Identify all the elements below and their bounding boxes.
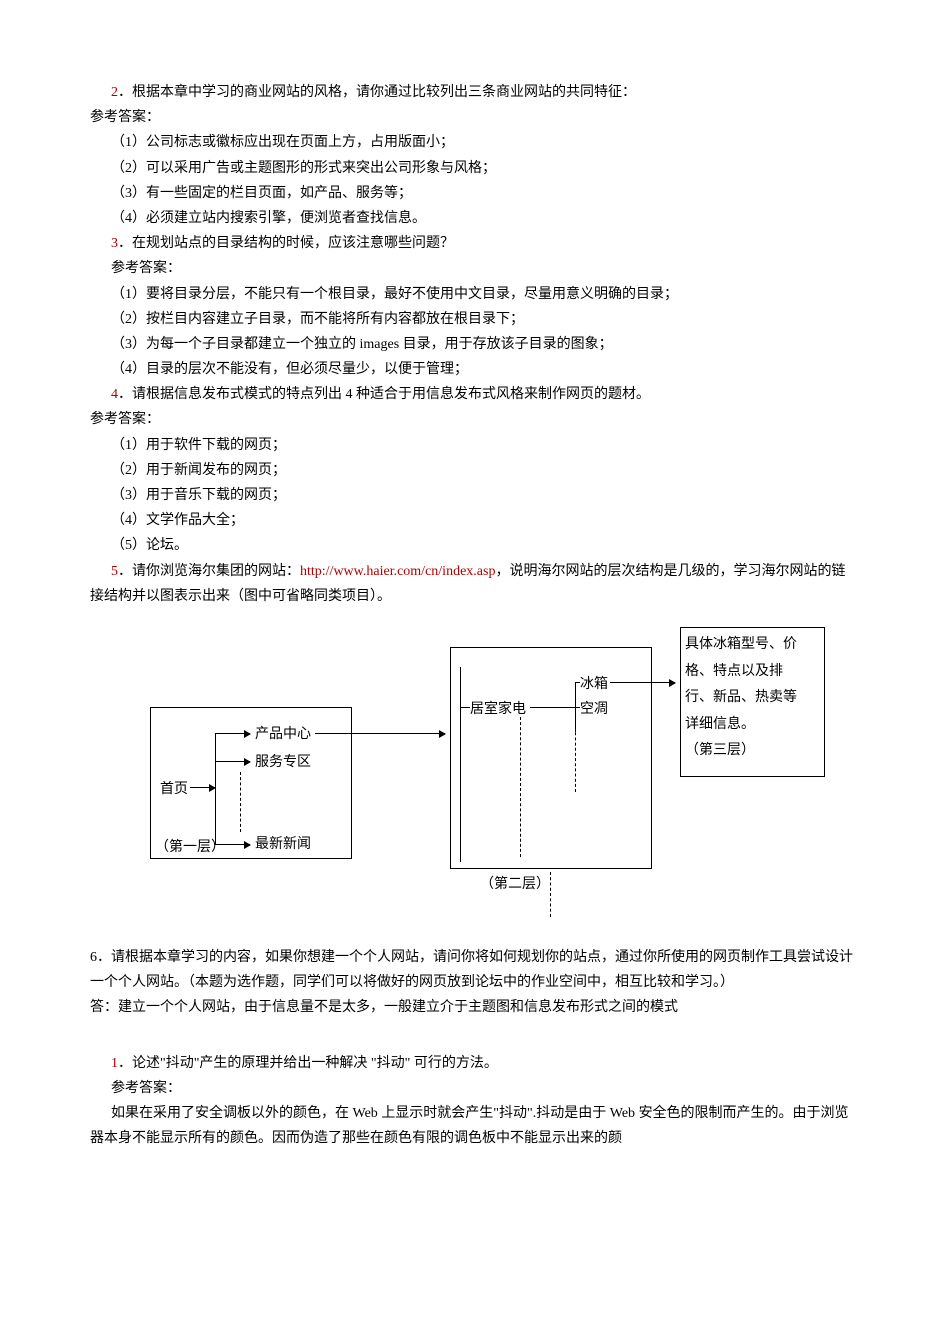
news-label: 最新新闻 <box>255 832 311 857</box>
haier-diagram: 具体冰箱型号、价 格、特点以及排 行、新品、热卖等 详细信息。 （第三层） 首页… <box>150 627 800 927</box>
fridge-label: 冰箱 <box>580 672 608 697</box>
q3-item: （3）为每一个子目录都建立一个独立的 images 目录，用于存放该子目录的图象… <box>90 332 855 357</box>
q6-ans: 答：建立一个个人网站，由于信息量不是太多，一般建立介于主题图和信息发布形式之间的… <box>90 995 855 1020</box>
q3-title: 3．在规划站点的目录结构的时候，应该注意哪些问题？ <box>90 231 855 256</box>
q3-ans-label: 参考答案： <box>90 256 855 281</box>
arrow <box>215 844 250 845</box>
dash <box>575 722 576 792</box>
arrow <box>215 733 250 734</box>
q2-item: （2）可以采用广告或主题图形的形式来突出公司形象与风格； <box>90 156 855 181</box>
ac-label: 空凋 <box>580 697 608 722</box>
q4-item: （3）用于音乐下载的网页； <box>90 483 855 508</box>
dash <box>520 717 521 857</box>
hline <box>460 707 470 708</box>
q3-item: （4）目录的层次不能没有，但必须尽量少，以便于管理； <box>90 357 855 382</box>
q1b-title: 1．论述"抖动"产生的原理并给出一种解决 "抖动" 可行的方法。 <box>90 1051 855 1076</box>
q2-ans-label: 参考答案： <box>90 105 855 130</box>
q4-title: 4．请根据信息发布式模式的特点列出 4 种适合于用信息发布式风格来制作网页的题材… <box>90 382 855 407</box>
q3-item: （1）要将目录分层，不能只有一个根目录，最好不使用中文目录，尽量用意义明确的目录… <box>90 282 855 307</box>
q2-item: （4）必须建立站内搜索引擎，便浏览者查找信息。 <box>90 206 855 231</box>
q1b-ans-label: 参考答案： <box>90 1076 855 1101</box>
arrow <box>610 682 675 683</box>
arrow <box>190 787 215 788</box>
dash <box>240 772 241 832</box>
layer3-box: 具体冰箱型号、价 格、特点以及排 行、新品、热卖等 详细信息。 （第三层） <box>680 627 825 777</box>
q4-item: （2）用于新闻发布的网页； <box>90 458 855 483</box>
q3-item: （2）按栏目内容建立子目录，而不能将所有内容都放在根目录下； <box>90 307 855 332</box>
arrow <box>215 761 250 762</box>
vline <box>215 733 216 845</box>
layer2-box <box>450 647 652 869</box>
q2-item: （1）公司标志或徽标应出现在页面上方，占用版面小； <box>90 130 855 155</box>
q4-item: （5）论坛。 <box>90 533 855 558</box>
hline <box>575 707 580 708</box>
q5-title: 5．请你浏览海尔集团的网站：http://www.haier.com/cn/in… <box>90 559 855 609</box>
arrow <box>315 733 445 734</box>
hline <box>575 682 580 683</box>
room-label: 居室家电 <box>470 697 526 722</box>
hline <box>530 707 575 708</box>
q1b-body: 如果在采用了安全调板以外的颜色，在 Web 上显示时就会产生"抖动".抖动是由于… <box>90 1101 855 1151</box>
prod-label: 产品中心 <box>255 722 311 747</box>
q4-item: （4）文学作品大全； <box>90 508 855 533</box>
serv-label: 服务专区 <box>255 750 311 775</box>
q4-item: （1）用于软件下载的网页； <box>90 433 855 458</box>
q4-ans-label: 参考答案： <box>90 407 855 432</box>
vline <box>460 667 461 862</box>
q2-item: （3）有一些固定的栏目页面，如产品、服务等； <box>90 181 855 206</box>
layer2-label: （第二层） <box>480 872 550 897</box>
q2-title: 2．根据本章中学习的商业网站的风格，请你通过比较列出三条商业网站的共同特征： <box>90 80 855 105</box>
dash <box>550 872 551 917</box>
q6-title: 6．请根据本章学习的内容，如果你想建一个个人网站，请问你将如何规划你的站点，通过… <box>90 945 855 995</box>
home-label: 首页 <box>160 777 188 802</box>
